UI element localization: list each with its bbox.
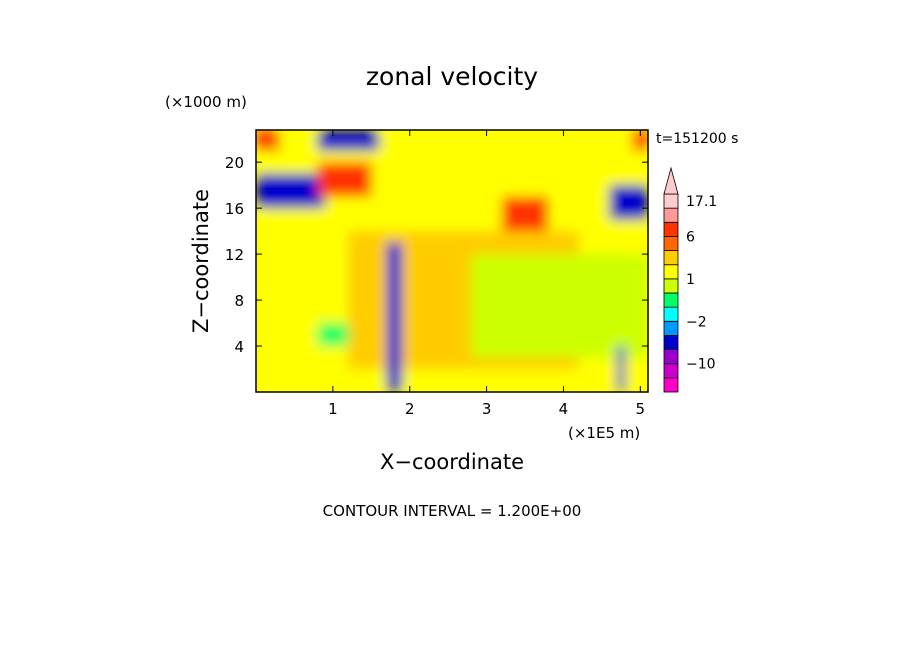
velocity-region-9 <box>256 130 280 151</box>
chart-title: zonal velocity <box>366 62 538 91</box>
x-tick-label-5: 5 <box>636 400 646 418</box>
time-label: t=151200 s <box>656 131 738 147</box>
colorbar-label-3: 1 <box>686 272 695 288</box>
y-tick-label-1: 4 <box>234 338 244 356</box>
y-axis-ticks: 4 8 12 16 20 <box>225 154 648 356</box>
velocity-region-11 <box>386 242 403 392</box>
velocity-region-5 <box>317 130 379 151</box>
colorbar-swatch-1 <box>663 377 679 393</box>
x-tick-label-4: 4 <box>559 400 569 418</box>
x-tick-label-3: 3 <box>482 400 492 418</box>
x-axis-unit: (×1E5 m) <box>568 424 640 442</box>
colorbar-label-1: 17.1 <box>686 194 717 210</box>
colorbar: 17.1 6 1 −2 −10 <box>663 166 717 393</box>
x-tick-label-1: 1 <box>328 400 338 418</box>
colorbar-swatch-5 <box>663 320 679 336</box>
y-tick-label-3: 12 <box>225 246 244 264</box>
x-axis-label: X−coordinate <box>380 450 524 474</box>
colorbar-swatch-4 <box>663 335 679 350</box>
colorbar-label-5: −10 <box>686 357 716 373</box>
x-axis-ticks: 1 2 3 4 5 <box>328 130 645 418</box>
colorbar-swatch-12 <box>663 221 679 237</box>
y-tick-label-5: 20 <box>225 154 244 172</box>
y-tick-label-2: 8 <box>234 292 244 310</box>
y-axis-label: Z−coordinate <box>189 189 213 333</box>
colorbar-swatch-7 <box>663 292 679 308</box>
plot-frame <box>255 129 649 393</box>
velocity-regions <box>256 130 648 392</box>
contour-interval-label: CONTOUR INTERVAL = 1.200E+00 <box>323 502 582 520</box>
colorbar-swatch-11 <box>663 236 679 251</box>
y-tick-label-4: 16 <box>225 200 244 218</box>
colorbar-swatch-9 <box>663 264 679 280</box>
colorbar-top-arrow <box>663 166 679 195</box>
velocity-region-13 <box>317 323 349 347</box>
colorbar-swatch-3 <box>663 349 679 365</box>
colorbar-label-4: −2 <box>686 314 707 330</box>
colorbar-swatch-2 <box>663 363 679 379</box>
colorbar-label-2: 6 <box>686 229 695 245</box>
velocity-region-3 <box>471 254 648 358</box>
velocity-region-12 <box>617 346 625 392</box>
colorbar-swatch-13 <box>663 207 679 223</box>
colorbar-swatch-8 <box>663 278 679 294</box>
colorbar-swatch-6 <box>663 306 679 322</box>
y-axis-unit: (×1000 m) <box>165 93 247 111</box>
velocity-region-4 <box>256 173 326 209</box>
velocity-region-10 <box>632 130 648 151</box>
plot-area <box>256 130 648 392</box>
colorbar-swatch-14 <box>663 193 679 209</box>
velocity-region-7 <box>317 162 372 197</box>
colorbar-swatch-10 <box>663 250 679 266</box>
velocity-region-6 <box>609 185 648 220</box>
velocity-region-8 <box>501 196 549 232</box>
x-tick-label-2: 2 <box>405 400 415 418</box>
